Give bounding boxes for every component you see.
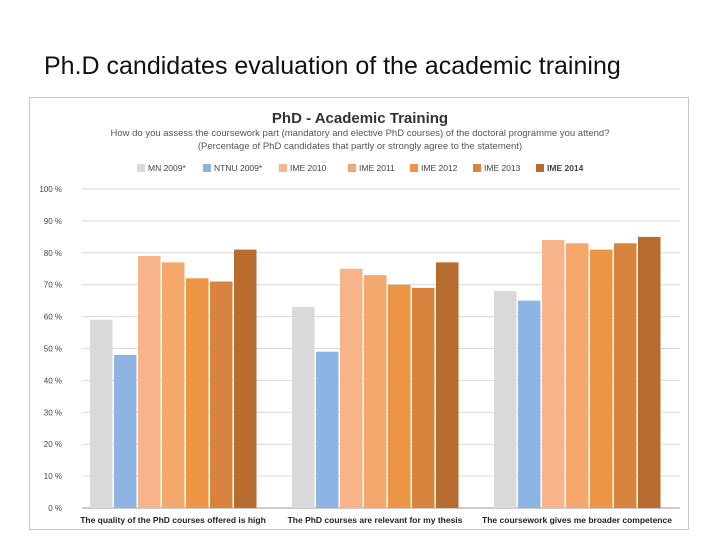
bar [316, 351, 339, 508]
bar [90, 319, 113, 508]
chart-bars [90, 236, 661, 509]
y-axis: 0 % 10 % 20 % 30 % 40 % 50 % 60 % 70 % 80 % 90 % 1… [39, 185, 62, 513]
y-tick-label: 0 % [48, 504, 62, 513]
bar [494, 291, 517, 508]
chart-subtitle-line-1: How do you assess the coursework part (m… [110, 128, 609, 139]
bar [234, 249, 257, 509]
y-tick-label: 70 % [44, 281, 62, 290]
bar [614, 243, 637, 509]
bar [542, 240, 565, 509]
legend-swatch [203, 164, 211, 172]
y-tick-label: 50 % [44, 345, 62, 354]
bar [292, 307, 315, 508]
legend-swatch [410, 164, 418, 172]
bar [138, 255, 161, 508]
legend-label: NTNU 2009* [214, 163, 263, 173]
bar [114, 354, 137, 508]
bar [340, 268, 363, 508]
y-tick-label: 10 % [44, 472, 62, 481]
y-tick-label: 30 % [44, 408, 62, 417]
chart-frame: PhD - Academic Training How do you asses… [29, 97, 689, 530]
legend-label: MN 2009* [148, 163, 186, 173]
x-axis: The quality of the PhD courses offered i… [80, 515, 672, 525]
bar [638, 236, 661, 508]
y-tick-label: 60 % [44, 313, 62, 322]
y-tick-label: 80 % [44, 249, 62, 258]
legend-label: IME 2014 [547, 163, 584, 173]
legend-swatch [348, 164, 356, 172]
bar [412, 287, 435, 508]
bar [518, 300, 541, 508]
legend-swatch [473, 164, 481, 172]
y-tick-label: 20 % [44, 440, 62, 449]
bar [186, 278, 209, 508]
bar [566, 243, 589, 509]
legend-label: IME 2011 [359, 163, 395, 173]
chart-title: PhD - Academic Training [272, 110, 448, 127]
bar-chart: PhD - Academic Training How do you asses… [39, 110, 680, 525]
x-category-label: The PhD courses are relevant for my thes… [288, 515, 463, 525]
chart-subtitle-line-2: (Percentage of PhD candidates that partl… [198, 141, 522, 152]
bar [388, 284, 411, 508]
chart-legend: MN 2009* NTNU 2009* IME 2010 IME 2011 IME 20… [137, 163, 584, 173]
legend-swatch [279, 164, 287, 172]
legend-swatch [137, 164, 145, 172]
x-category-label: The quality of the PhD courses offered i… [80, 515, 266, 525]
bar [364, 275, 387, 508]
y-tick-label: 90 % [44, 217, 62, 226]
legend-label: IME 2013 [484, 163, 521, 173]
x-category-label: The coursework gives me broader competen… [482, 515, 672, 525]
bar [210, 281, 233, 508]
y-tick-label: 40 % [44, 376, 62, 385]
bar [590, 249, 613, 509]
legend-label: IME 2010 [290, 163, 327, 173]
legend-label: IME 2012 [421, 163, 458, 173]
legend-swatch [536, 164, 544, 172]
bar [162, 262, 185, 508]
bar [436, 262, 459, 508]
y-tick-label: 100 % [39, 185, 62, 194]
slide-title: Ph.D candidates evaluation of the academ… [44, 52, 621, 80]
